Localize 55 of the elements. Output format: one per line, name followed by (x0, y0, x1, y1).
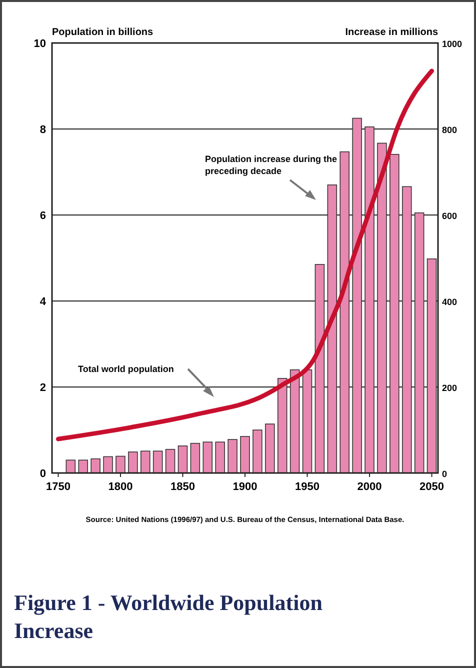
annotation: Population increase during the preceding decade (205, 154, 338, 176)
bar (290, 369, 300, 474)
bar (165, 448, 176, 474)
y-tick-label: 10 (34, 38, 46, 50)
bar (202, 442, 213, 474)
bar (128, 452, 138, 474)
bar (215, 442, 225, 474)
bar (314, 264, 325, 474)
bar (190, 442, 200, 474)
bar (152, 450, 163, 474)
y-tick-label: 0 (40, 468, 46, 480)
y-tick-label: 2 (40, 382, 46, 394)
bar (364, 126, 374, 474)
y-tick-label: 8 (40, 124, 46, 136)
x-tick-label: 2050 (420, 481, 444, 493)
bar (277, 378, 288, 474)
y2-tick-label: 200 (442, 383, 458, 393)
y2-tick-label: 1000 (442, 39, 462, 49)
bar (240, 436, 250, 474)
bar (302, 369, 312, 474)
y-tick-label: 4 (40, 296, 47, 308)
bar (252, 430, 262, 474)
bar (340, 151, 350, 474)
y2-tick-label: 0 (442, 469, 448, 479)
bar (426, 258, 437, 474)
y2-tick-label: 600 (442, 211, 458, 221)
y2-axis-title: Increase in millions (345, 27, 438, 38)
bar (390, 154, 400, 474)
x-tick-label: 2000 (357, 481, 382, 493)
x-tick-label: 1800 (108, 481, 133, 493)
bar (103, 456, 113, 474)
y2-tick-label: 400 (442, 297, 458, 307)
x-tick-label: 1750 (46, 481, 70, 493)
annotation: Total world population (78, 364, 174, 374)
bar (116, 456, 126, 474)
y2-tick-label: 800 (442, 125, 458, 135)
y-axis-title: Population in billions (52, 27, 154, 38)
x-tick-label: 1850 (170, 481, 195, 493)
x-tick-label: 1900 (232, 481, 258, 493)
bar (414, 212, 424, 474)
bar (78, 460, 88, 474)
bar (377, 142, 387, 474)
bar (265, 424, 275, 474)
line-series (56, 68, 434, 442)
bar (327, 184, 338, 474)
bar (178, 446, 188, 474)
bar (352, 118, 362, 474)
bar (90, 458, 100, 474)
bar (402, 186, 412, 474)
bar (66, 460, 76, 474)
y-tick-label: 6 (40, 210, 46, 222)
text: Figure 1 - Worldwide Population Increase (14, 590, 322, 643)
bar (140, 450, 150, 474)
bar (228, 439, 238, 474)
x-tick-label: 1950 (295, 481, 320, 493)
